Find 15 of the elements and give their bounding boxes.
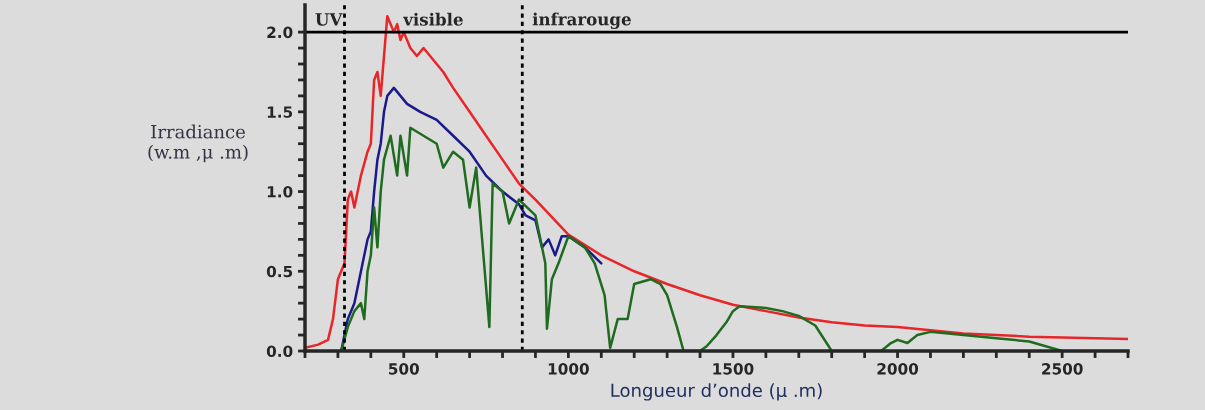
x-tick-label: 1000 [548, 363, 589, 375]
x-tick-label: 2500 [1042, 363, 1083, 375]
y-tick-label: 0.5 [266, 265, 293, 278]
x-tick-label: 1500 [713, 363, 754, 375]
annotation: UV [315, 13, 343, 26]
x-axis-title: Longueur d’onde (μ .m) [611, 383, 822, 401]
annotation: infrarouge [532, 12, 631, 29]
y-axis-title: Irradiance (w.m ,μ .m) [148, 124, 248, 163]
x-tick-label: 2000 [877, 363, 919, 375]
y-tick-label: 1.5 [267, 106, 293, 118]
y-tick-label: 2.0 [267, 26, 293, 39]
y-tick-label: 0.0 [266, 345, 293, 358]
x-tick-label: 500 [388, 363, 419, 375]
y-tick-label: 1.0 [267, 186, 293, 198]
annotation: visible [402, 12, 463, 26]
